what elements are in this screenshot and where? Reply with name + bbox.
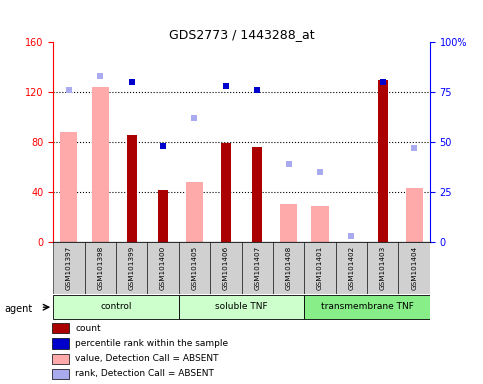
Text: GSM101406: GSM101406 [223, 246, 229, 290]
Text: control: control [100, 302, 132, 311]
Bar [52, 354, 69, 364]
Bar [158, 190, 168, 242]
Point [65, 87, 73, 93]
Bar [52, 323, 69, 333]
Bar [179, 242, 210, 294]
Text: GSM101399: GSM101399 [128, 246, 135, 290]
Text: GSM101404: GSM101404 [411, 246, 417, 290]
Point [411, 145, 418, 151]
Title: GDS2773 / 1443288_at: GDS2773 / 1443288_at [169, 28, 314, 41]
Text: GSM101398: GSM101398 [97, 246, 103, 290]
Bar [398, 242, 430, 294]
Point [316, 169, 324, 175]
Bar [378, 79, 388, 242]
Point [97, 73, 104, 79]
Point [253, 87, 261, 93]
Bar [273, 242, 304, 294]
Point [159, 143, 167, 149]
Bar [336, 242, 367, 294]
Text: GSM101397: GSM101397 [66, 246, 72, 290]
Text: GSM101400: GSM101400 [160, 246, 166, 290]
Point [128, 79, 135, 85]
Text: value, Detection Call = ABSENT: value, Detection Call = ABSENT [75, 354, 219, 363]
Bar [179, 295, 304, 319]
Bar [242, 242, 273, 294]
Bar [116, 242, 147, 294]
Bar [52, 338, 69, 349]
Bar [221, 143, 231, 242]
Bar [92, 87, 109, 242]
Text: soluble TNF: soluble TNF [215, 302, 268, 311]
Bar [304, 295, 430, 319]
Bar [312, 206, 328, 242]
Bar [252, 147, 262, 242]
Bar [60, 132, 77, 242]
Bar [85, 242, 116, 294]
Text: GSM101403: GSM101403 [380, 246, 386, 290]
Text: rank, Detection Call = ABSENT: rank, Detection Call = ABSENT [75, 369, 214, 378]
Bar [53, 295, 179, 319]
Bar [52, 369, 69, 379]
Point [379, 79, 387, 85]
Text: transmembrane TNF: transmembrane TNF [321, 302, 413, 311]
Point [348, 233, 355, 239]
Bar [406, 188, 423, 242]
Point [222, 83, 230, 89]
Bar [367, 242, 398, 294]
Text: GSM101402: GSM101402 [348, 246, 355, 290]
Bar [147, 242, 179, 294]
Text: GSM101401: GSM101401 [317, 246, 323, 290]
Bar [280, 205, 297, 242]
Point [285, 161, 293, 167]
Bar [304, 242, 336, 294]
Text: agent: agent [5, 304, 33, 314]
Bar [210, 242, 242, 294]
Point [191, 115, 199, 121]
Bar [53, 242, 85, 294]
Text: count: count [75, 324, 101, 333]
Bar [186, 182, 203, 242]
Bar [127, 135, 137, 242]
Text: percentile rank within the sample: percentile rank within the sample [75, 339, 228, 348]
Text: GSM101407: GSM101407 [254, 246, 260, 290]
Text: GSM101408: GSM101408 [285, 246, 292, 290]
Text: GSM101405: GSM101405 [191, 246, 198, 290]
